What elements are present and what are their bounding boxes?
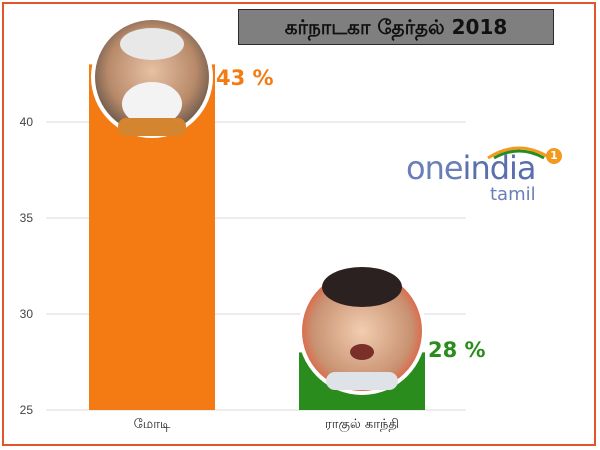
x-category-label: மோடி — [134, 417, 171, 432]
logo-arc-icon — [487, 146, 551, 160]
data-label: 28 % — [428, 338, 486, 362]
rahul-photo — [298, 267, 426, 395]
y-tick-label: 30 — [20, 307, 34, 321]
logo-wordmark: oneindia — [406, 149, 537, 187]
oneindia-tamil-logo: oneindia 1 tamil — [404, 140, 579, 210]
y-tick-label: 40 — [20, 115, 34, 129]
chart-title: கர்நாடகா தேர்தல் 2018 — [238, 9, 554, 45]
modi-photo — [91, 16, 213, 138]
y-tick-label: 35 — [20, 211, 34, 225]
logo-one: one — [406, 149, 464, 187]
logo-subtitle: tamil — [490, 184, 536, 205]
data-label: 43 % — [216, 66, 274, 90]
logo-badge: 1 — [546, 148, 562, 164]
logo-india: india — [462, 149, 537, 187]
y-tick-label: 25 — [20, 403, 34, 417]
x-category-label: ராகுல் காந்தி — [325, 417, 399, 432]
